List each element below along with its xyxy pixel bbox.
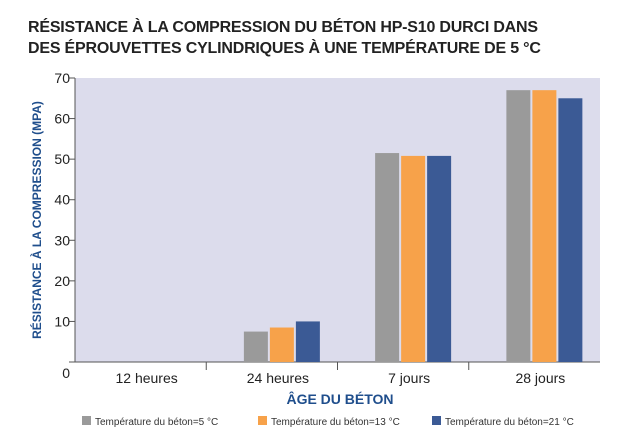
bar	[532, 90, 557, 363]
y-tick-label: 10	[54, 313, 70, 329]
bar	[427, 155, 452, 362]
bar	[401, 155, 426, 362]
x-tick-label: 7 jours	[388, 370, 430, 386]
bar	[295, 321, 320, 362]
bar	[375, 153, 400, 362]
legend-label: Température du béton=21 °C	[445, 417, 574, 428]
bar	[558, 98, 583, 363]
legend-label: Température du béton=13 °C	[271, 417, 400, 428]
bar	[506, 90, 531, 363]
y-axis-label: RÉSISTANCE À LA COMPRESSION (MPA)	[29, 101, 44, 339]
legend-swatch	[258, 416, 267, 425]
chart-title-line-1: RÉSISTANCE À LA COMPRESSION DU BÉTON HP-…	[28, 19, 538, 36]
x-tick-label: 28 jours	[515, 370, 565, 386]
y-tick-label: 50	[54, 151, 70, 167]
chart-title: RÉSISTANCE À LA COMPRESSION DU BÉTON HP-…	[28, 17, 608, 59]
chart-title-line-2: DES ÉPROUVETTES CYLINDRIQUES À UNE TEMPÉ…	[28, 40, 541, 57]
x-tick-label: 24 heures	[247, 370, 309, 386]
legend-swatch	[82, 416, 91, 425]
legend-label: Température du béton=5 °C	[95, 417, 218, 428]
bar	[269, 327, 294, 362]
x-axis-label: ÂGE DU BÉTON	[286, 390, 393, 407]
legend-swatch	[432, 416, 441, 425]
y-tick-label: 60	[54, 111, 70, 127]
y-tick-label: 0	[62, 365, 70, 381]
y-tick-label: 40	[54, 192, 70, 208]
y-tick-label: 20	[54, 273, 70, 289]
y-tick-label: 30	[54, 232, 70, 248]
y-tick-label: 70	[54, 70, 70, 86]
x-tick-label: 12 heures	[115, 370, 177, 386]
bar	[243, 331, 268, 362]
